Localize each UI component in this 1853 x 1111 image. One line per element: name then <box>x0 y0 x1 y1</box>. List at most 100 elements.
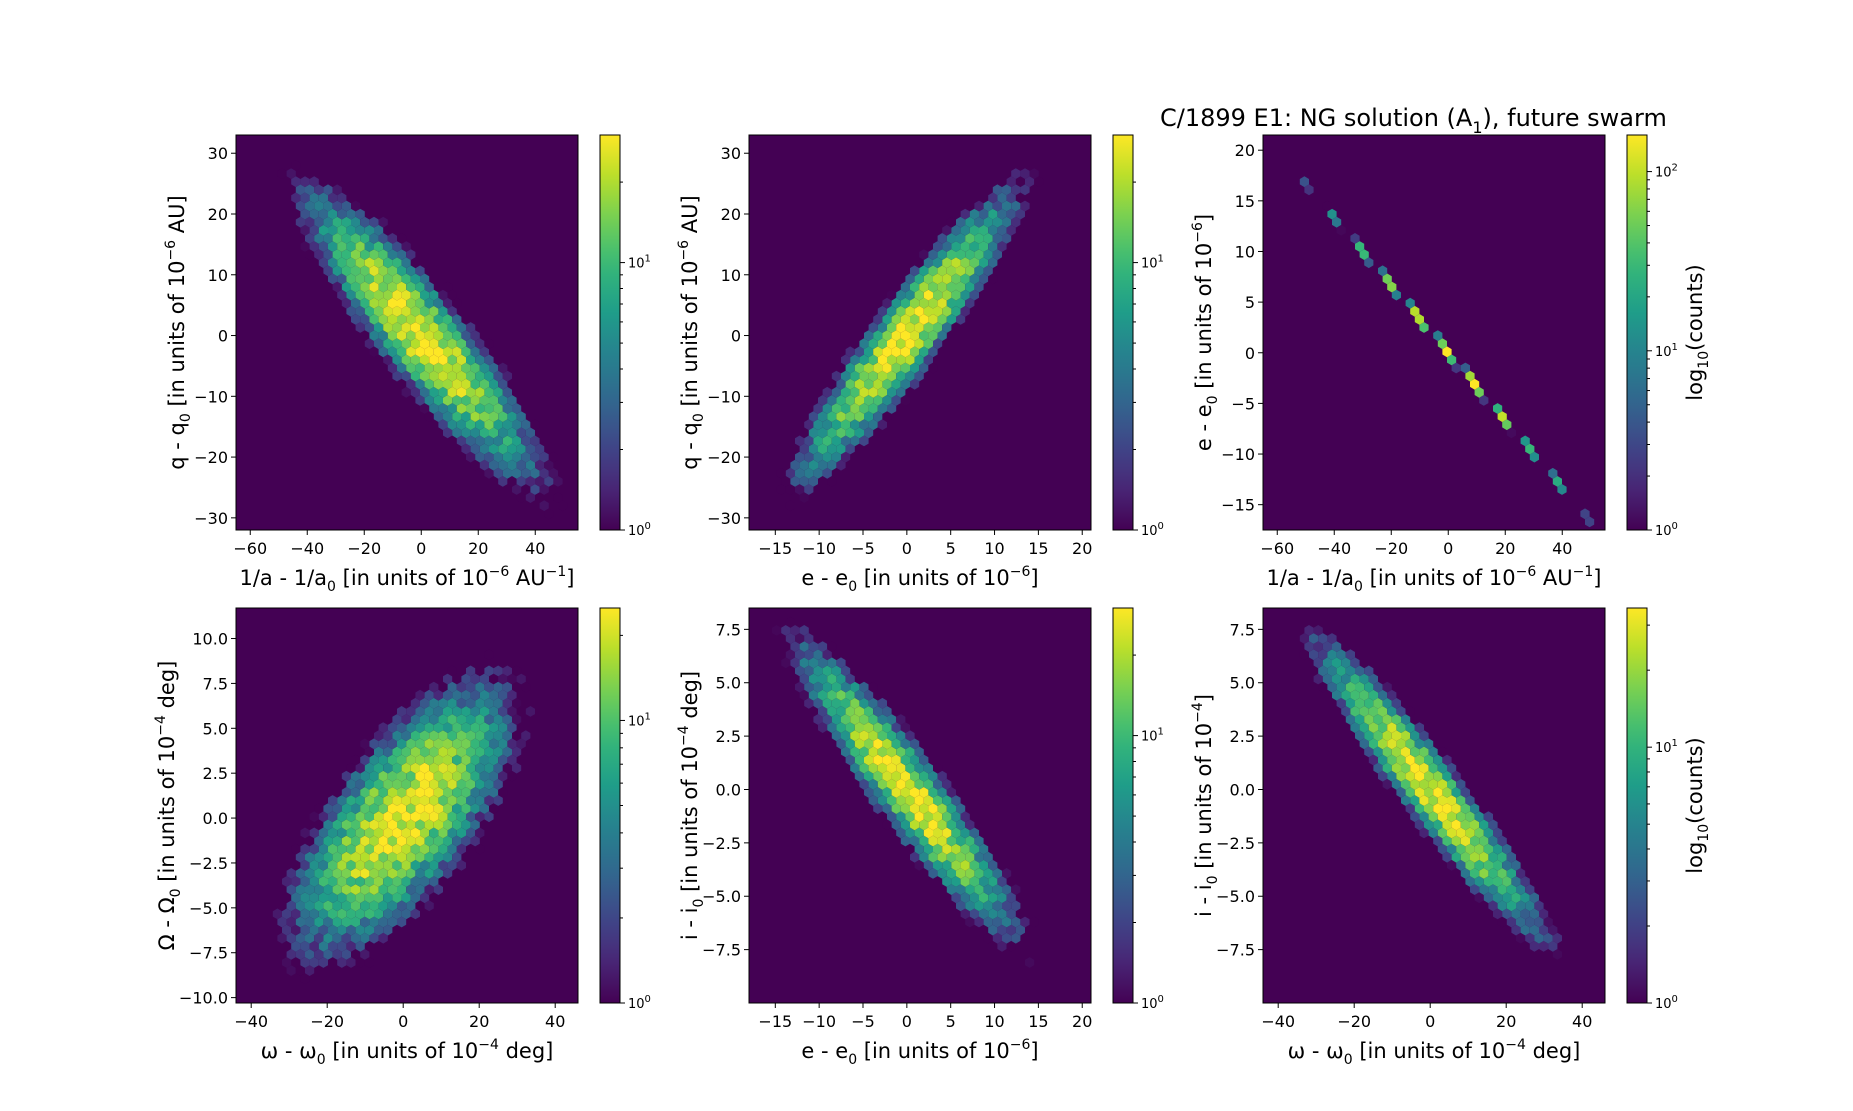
hex-bin <box>887 778 897 790</box>
hex-bin <box>309 176 319 188</box>
hex-bin <box>314 851 324 863</box>
hex-bin <box>360 851 370 863</box>
hex-bin <box>946 835 956 847</box>
hex-bin <box>799 625 809 636</box>
hex-bin <box>452 851 462 863</box>
hex-bin <box>447 305 457 317</box>
x-tick-label: −20 <box>347 539 381 558</box>
hex-bin <box>415 265 425 277</box>
hex-bin <box>822 697 832 709</box>
hex-bin <box>291 176 301 188</box>
hex-bin <box>942 257 952 269</box>
hex-bin <box>438 859 448 871</box>
hex-bin <box>378 770 388 782</box>
hex-bin <box>558 500 568 512</box>
hex-bin <box>401 843 411 855</box>
hex-bin <box>905 762 915 774</box>
hex-bin <box>374 762 384 774</box>
hex-bin <box>443 851 453 863</box>
hex-bin <box>1511 908 1521 920</box>
hex-bin <box>868 403 878 414</box>
hex-bin <box>914 811 924 823</box>
hex-bin <box>498 738 508 750</box>
hex-bin <box>974 200 984 212</box>
hex-bin <box>332 281 342 293</box>
hex-bin <box>360 916 370 928</box>
hex-bin <box>1520 892 1530 904</box>
hex-bin <box>1382 746 1392 758</box>
hex-bin <box>992 184 1002 196</box>
hex-bin <box>813 467 823 479</box>
hex-bin <box>415 395 425 406</box>
hex-bin <box>1378 770 1388 782</box>
hex-bin <box>300 827 310 839</box>
hex-bin <box>1414 787 1424 798</box>
hex-bin <box>410 892 420 904</box>
hex-bin <box>965 819 975 831</box>
x-tick-label: 0 <box>1425 1012 1435 1031</box>
hex-bin <box>988 257 998 269</box>
hex-bin <box>933 322 943 333</box>
hex-bin <box>470 673 480 685</box>
hex-bin <box>378 884 388 895</box>
hex-bin <box>1465 795 1475 806</box>
hex-bin <box>969 827 979 839</box>
hex-bin <box>498 395 508 406</box>
hex-bin <box>410 843 420 855</box>
hex-bin <box>470 738 480 750</box>
hex-bin <box>1336 224 1346 236</box>
hex-bin <box>1368 689 1378 701</box>
hex-bin <box>374 241 384 252</box>
hex-bin <box>928 803 938 814</box>
hex-bin <box>882 362 892 374</box>
y-tick-label: 5.0 <box>1230 674 1255 693</box>
hex-bin <box>314 884 324 895</box>
hex-bin <box>332 932 342 944</box>
hex-bin <box>433 378 443 390</box>
hex-bin <box>946 819 956 831</box>
hex-bin <box>1465 876 1475 887</box>
hex-bin <box>1419 746 1429 758</box>
hex-bin <box>1378 706 1388 717</box>
hex-bin <box>1437 843 1447 855</box>
hex-bin <box>910 770 920 782</box>
hex-bin <box>443 378 453 390</box>
hex-bin <box>489 411 499 422</box>
hex-bin <box>854 706 864 717</box>
hex-bin <box>406 706 416 717</box>
hex-bin <box>360 216 370 228</box>
hex-bin <box>456 795 466 806</box>
hex-bin <box>351 200 361 212</box>
hex-bin <box>818 411 828 422</box>
hex-bin <box>928 868 938 879</box>
hex-bin <box>309 876 319 887</box>
hex-bin <box>1442 851 1452 863</box>
hex-bin <box>433 884 443 895</box>
hex-bin <box>424 330 434 341</box>
hex-bin <box>502 419 512 431</box>
hex-bin <box>905 322 915 333</box>
hex-bin <box>827 673 837 685</box>
hex-bin <box>355 957 365 968</box>
hex-bin <box>479 346 489 358</box>
hex-bin <box>387 233 397 244</box>
y-tick-label: 7.5 <box>1230 620 1255 639</box>
hex-bin <box>433 346 443 358</box>
hex-bin <box>997 876 1007 887</box>
hex-bin <box>369 900 379 912</box>
hex-bin <box>900 314 910 325</box>
hex-bin <box>1391 730 1401 742</box>
hex-bin <box>988 192 998 204</box>
hex-bin <box>364 908 374 920</box>
hex-bin <box>475 778 485 790</box>
hex-bin <box>900 754 910 766</box>
hex-bin <box>401 241 411 252</box>
hex-bin <box>392 892 402 904</box>
hex-bin <box>859 338 869 350</box>
hex-bin <box>277 168 287 179</box>
hex-bin <box>392 730 402 742</box>
hex-bin <box>928 265 938 277</box>
hex-bin <box>479 673 489 685</box>
hex-bin <box>1373 681 1383 693</box>
hex-bin <box>988 859 998 871</box>
